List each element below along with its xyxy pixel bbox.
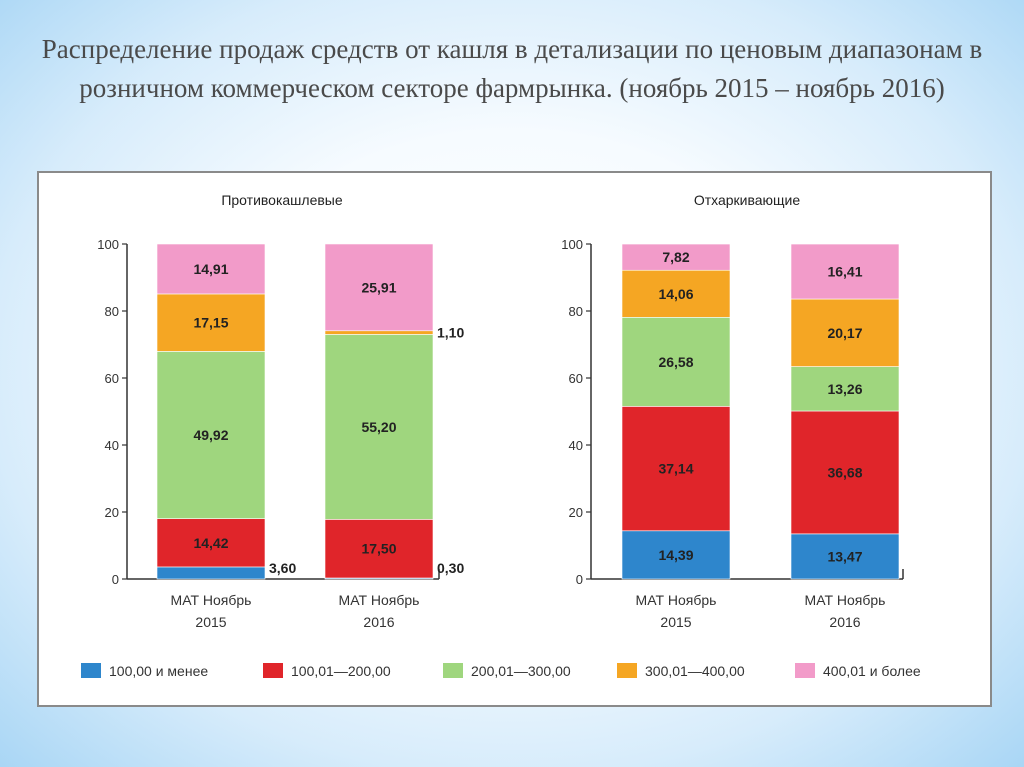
y-tick-label-expectorant: 0 [576,572,583,587]
y-tick-label-antitussive: 40 [105,438,119,453]
bar-segment-antitussive [156,293,266,352]
legend-swatch [443,663,463,678]
category-label-expectorant: МАТ Ноябрь [636,592,717,608]
bar-value-label-antitussive: 14,42 [193,535,228,551]
bar-value-label-antitussive: 17,15 [193,315,228,331]
legend-label: 200,01—300,00 [471,663,571,679]
bar-value-label-antitussive: 14,91 [193,261,228,277]
y-tick-label-expectorant: 80 [569,304,583,319]
y-tick-label-expectorant: 100 [561,237,583,252]
bar-segment-expectorant [621,530,731,580]
bar-value-label-antitussive: 1,10 [437,325,464,341]
category-label-antitussive: 2015 [195,614,226,630]
legend-swatch [263,663,283,678]
bar-segment-expectorant [621,269,731,318]
bar-value-label-expectorant: 16,41 [827,264,862,280]
bar-value-label-expectorant: 7,82 [662,249,689,265]
bar-value-label-antitussive: 17,50 [361,541,396,557]
bar-segment-expectorant [621,243,731,271]
y-tick-label-antitussive: 80 [105,304,119,319]
bar-segment-expectorant [790,298,900,367]
category-label-antitussive: МАТ Ноябрь [339,592,420,608]
bar-segment-expectorant [790,410,900,535]
bar-segment-expectorant [790,533,900,580]
bar-value-label-expectorant: 13,47 [827,548,862,564]
category-label-expectorant: 2015 [660,614,691,630]
category-label-expectorant: 2016 [829,614,860,630]
bar-segment-expectorant [790,366,900,412]
y-tick-label-expectorant: 40 [569,438,583,453]
bar-value-label-expectorant: 20,17 [827,325,862,341]
bar-segment-antitussive [324,334,434,520]
legend-swatch [81,663,101,678]
bar-value-label-antitussive: 0,30 [437,560,464,576]
slide-title: Распределение продаж средств от кашля в … [41,34,983,103]
bar-segment-antitussive [324,519,434,579]
legend-label: 100,00 и менее [109,663,208,679]
bar-segment-antitussive [156,566,266,580]
bar-value-label-antitussive: 3,60 [269,560,296,576]
y-tick-label-expectorant: 20 [569,505,583,520]
bar-value-label-expectorant: 37,14 [658,461,693,477]
category-label-antitussive: МАТ Ноябрь [171,592,252,608]
chart-panel: Противокашлевые 0 20 40 60 80 100 3,60 14,42 49,9… [37,171,992,707]
y-tick-label-antitussive: 60 [105,371,119,386]
bar-segment-expectorant [621,317,731,407]
bar-segment-antitussive [156,243,266,295]
y-tick-label-expectorant: 60 [569,371,583,386]
y-tick-label-antitussive: 100 [97,237,119,252]
bar-value-label-antitussive: 55,20 [361,419,396,435]
legend-swatch [795,663,815,678]
bar-segment-antitussive [156,518,266,568]
legend-swatch [617,663,637,678]
bar-segment-expectorant [790,243,900,300]
chart-title-antitussive: Противокашлевые [221,192,343,208]
category-label-expectorant: МАТ Ноябрь [805,592,886,608]
bar-value-label-antitussive: 49,92 [193,427,228,443]
legend-label: 100,01—200,00 [291,663,391,679]
category-label-antitussive: 2016 [363,614,394,630]
chart-title-expectorant: Отхаркивающие [694,192,801,208]
bar-value-label-expectorant: 14,39 [658,547,693,563]
charts-svg: Противокашлевые 0 20 40 60 80 100 3,60 14,42 49,9… [81,192,921,679]
bar-value-label-expectorant: 14,06 [658,286,693,302]
legend-label: 400,01 и более [823,663,921,679]
bar-value-label-expectorant: 36,68 [827,464,862,480]
bar-segment-antitussive [324,243,434,332]
bar-value-label-expectorant: 13,26 [827,381,862,397]
legend-label: 300,01—400,00 [645,663,745,679]
bar-value-label-expectorant: 26,58 [658,354,693,370]
bar-segment-antitussive [156,351,266,519]
bar-value-label-antitussive: 25,91 [361,279,396,295]
bar-segment-antitussive [324,330,434,335]
y-tick-label-antitussive: 20 [105,505,119,520]
y-tick-label-antitussive: 0 [112,572,119,587]
bar-segment-expectorant [621,406,731,532]
